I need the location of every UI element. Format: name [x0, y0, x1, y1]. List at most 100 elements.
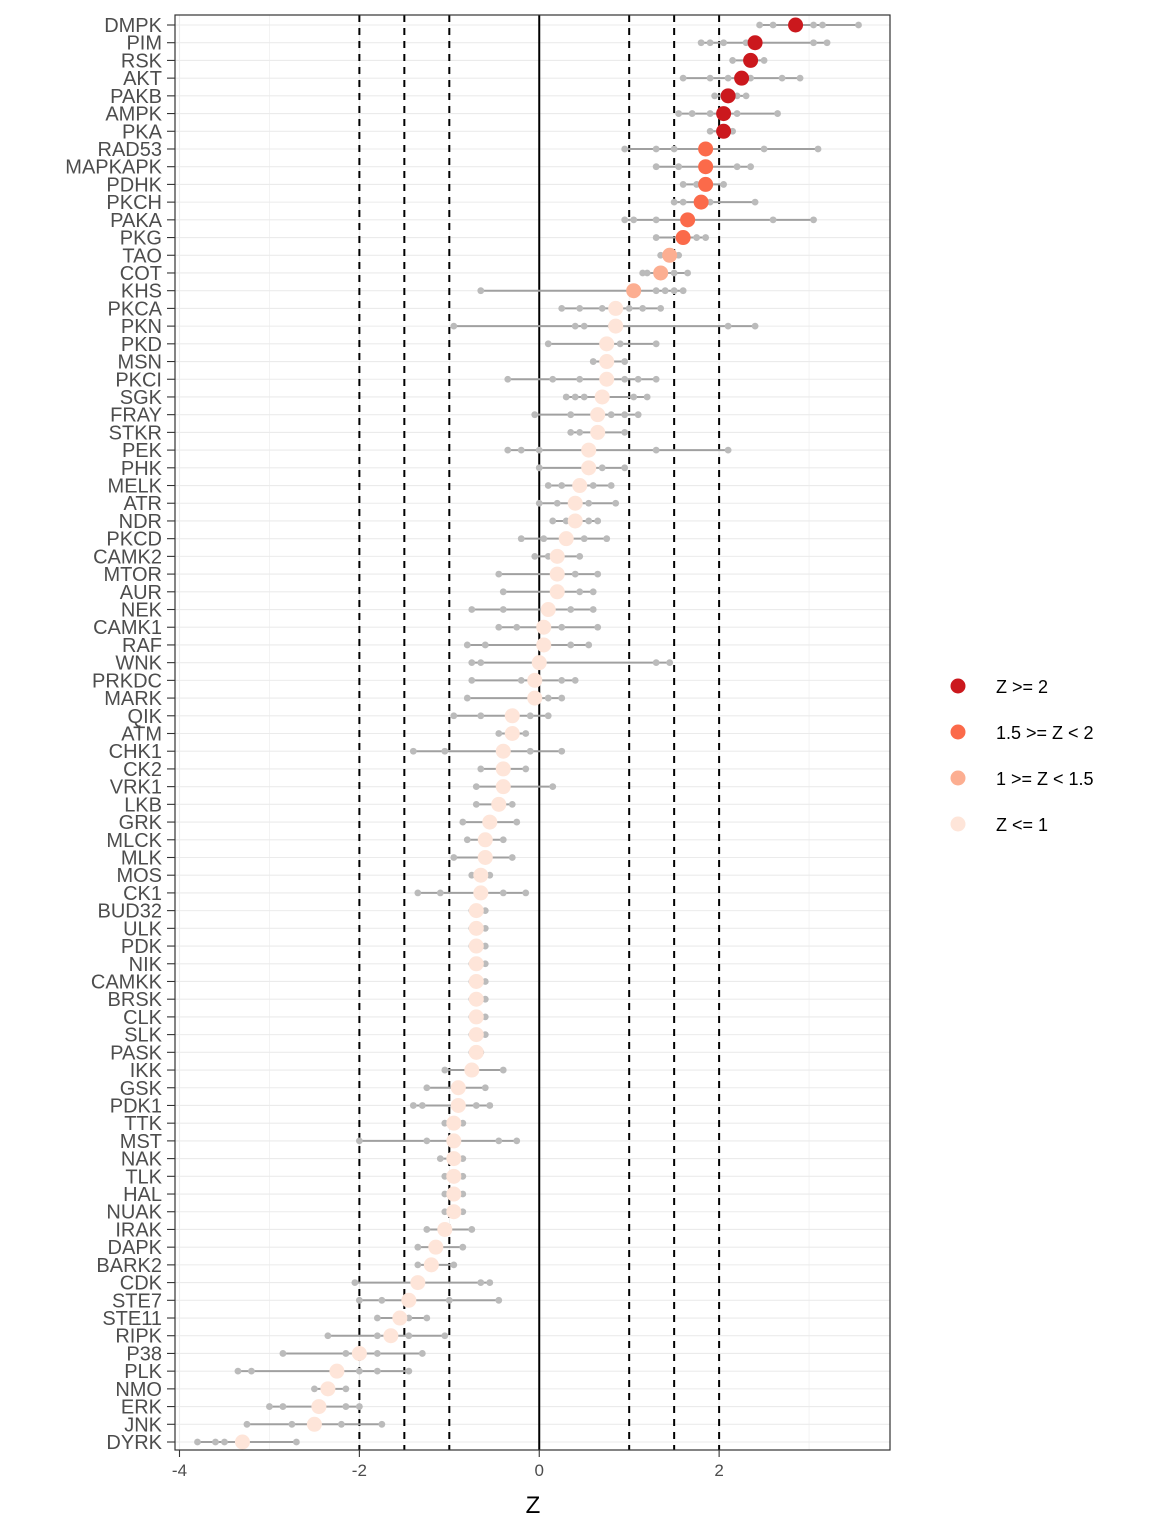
y-tick-label: BUD32	[98, 901, 162, 923]
sample-point	[355, 1403, 363, 1410]
x-axis: -4 -2 0 2	[172, 1450, 724, 1480]
kinase-point	[468, 1009, 484, 1025]
y-tick-label: MSN	[118, 352, 162, 374]
kinase-point	[320, 1381, 336, 1397]
sample-point	[742, 92, 750, 100]
kinase-point	[698, 159, 714, 175]
sample-point	[589, 358, 597, 365]
sample-point	[747, 163, 754, 171]
sample-point	[594, 623, 602, 631]
sample-point	[706, 39, 714, 47]
kinase-point	[594, 389, 610, 405]
y-tick-label: WNK	[115, 653, 162, 675]
y-tick-label: CAMK2	[93, 546, 162, 568]
kinase-point	[626, 283, 642, 299]
kinase-point	[446, 1186, 462, 1202]
kinase-point	[468, 973, 484, 989]
sample-point	[778, 74, 786, 82]
kinase-point	[567, 495, 583, 511]
kinase-point	[423, 1257, 439, 1273]
kinase-point	[558, 531, 574, 547]
sample-point	[373, 1367, 381, 1375]
y-tick-label: CAMKK	[91, 971, 163, 993]
sample-point	[355, 1296, 363, 1304]
sample-point	[616, 340, 624, 348]
y-tick-label: SGK	[120, 387, 163, 409]
y-tick-label: NIK	[129, 954, 163, 976]
sample-point	[468, 676, 476, 684]
sample-point	[508, 800, 516, 808]
sample-point	[324, 1332, 332, 1340]
sample-point	[607, 482, 615, 489]
sample-point	[544, 482, 552, 489]
x-tick-label: 2	[714, 1461, 723, 1480]
sample-point	[373, 1314, 381, 1322]
kinase-point	[549, 566, 565, 582]
y-tick-label: IKK	[130, 1060, 163, 1082]
sample-point	[495, 570, 503, 578]
sample-point	[468, 606, 476, 613]
plot-border	[174, 14, 891, 1451]
sample-point	[499, 836, 507, 844]
sample-point	[576, 588, 584, 596]
y-tick-label: MTOR	[103, 564, 162, 586]
kinase-point	[428, 1239, 444, 1255]
y-tick-label: STKR	[109, 422, 162, 444]
sample-point	[553, 499, 561, 507]
y-tick-label: MARK	[104, 688, 162, 710]
kinase-point	[491, 796, 507, 812]
sample-point	[594, 517, 602, 525]
sample-point	[621, 358, 629, 365]
sample-point	[517, 446, 525, 454]
legend-label: Z <= 1	[996, 815, 1048, 835]
sample-point	[733, 110, 741, 117]
y-tick-label: PKN	[121, 316, 162, 338]
sample-point	[724, 322, 732, 330]
y-tick-label: QIK	[128, 706, 163, 728]
kinase-point	[743, 52, 759, 68]
sample-point	[733, 163, 741, 171]
kinase-point	[608, 318, 624, 334]
sample-point	[706, 110, 714, 117]
kinase-point	[734, 70, 750, 86]
sample-point	[675, 110, 683, 117]
x-tick-label: -2	[352, 1461, 367, 1480]
sample-point	[666, 659, 674, 667]
kinase-point	[599, 371, 615, 387]
kinase-point	[464, 1062, 480, 1078]
sample-point	[630, 216, 638, 224]
sample-point	[495, 730, 503, 737]
sample-point	[477, 287, 485, 295]
kinase-point	[468, 903, 484, 919]
y-tick-label: MAPKAPK	[65, 157, 162, 179]
sample-point	[499, 588, 507, 596]
sample-point	[414, 889, 422, 897]
kinase-point	[495, 779, 511, 795]
kinase-point	[473, 885, 489, 901]
sample-point	[760, 57, 768, 64]
kinase-point	[720, 88, 736, 104]
kinase-point	[527, 672, 543, 688]
y-tick-label: MST	[120, 1131, 162, 1153]
kinase-point	[437, 1221, 453, 1237]
sample-point	[567, 641, 575, 649]
sample-point	[279, 1350, 287, 1357]
sample-point	[459, 1243, 467, 1251]
kinase-point	[662, 247, 678, 263]
sample-point	[544, 340, 552, 348]
kinase-point	[747, 35, 763, 51]
sample-point	[337, 1420, 345, 1428]
kinase-point	[504, 708, 520, 724]
sample-point	[558, 623, 566, 631]
sample-point	[522, 730, 530, 737]
sample-point	[522, 889, 530, 897]
kinase-point	[581, 442, 597, 458]
sample-point	[769, 21, 777, 29]
sample-point	[814, 145, 822, 153]
sample-point	[589, 482, 597, 489]
sample-point	[513, 818, 521, 826]
y-tick-label: PKA	[122, 121, 163, 143]
sample-point	[531, 552, 539, 560]
kinase-point	[572, 478, 588, 494]
kinase-point	[675, 230, 691, 246]
